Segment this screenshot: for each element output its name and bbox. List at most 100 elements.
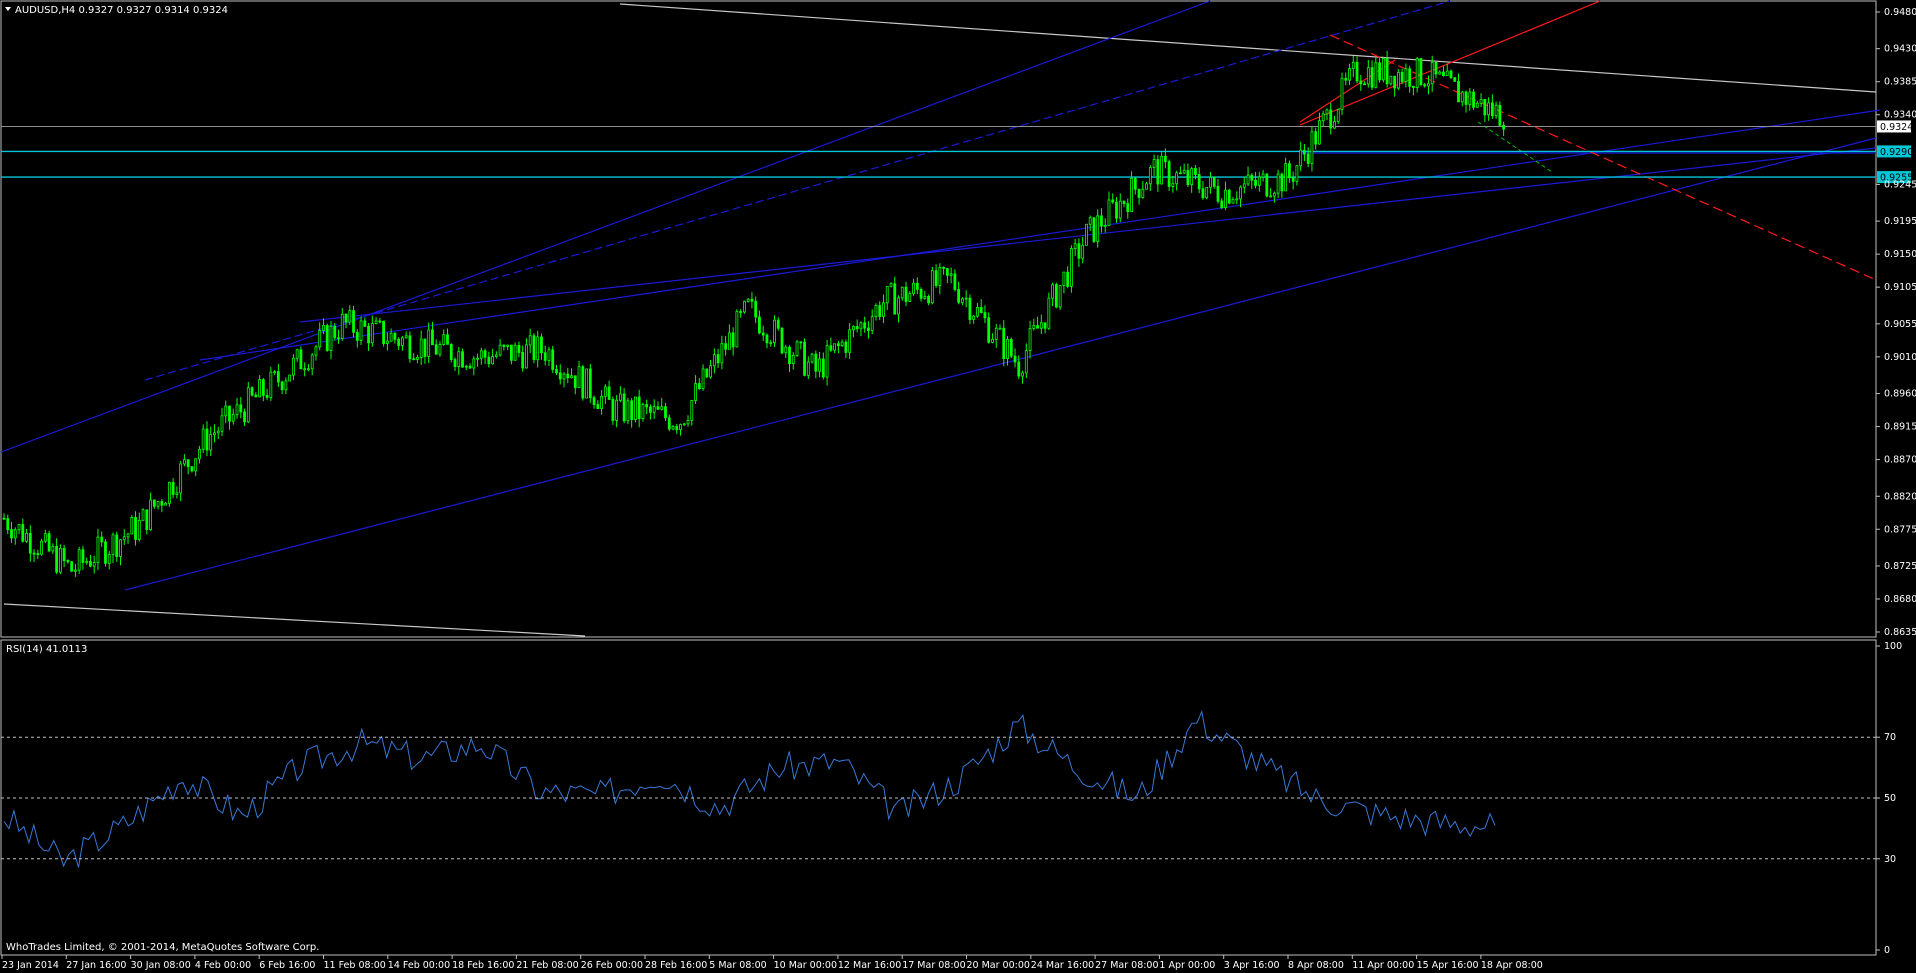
- candle: [412, 353, 416, 361]
- candle: [21, 518, 25, 543]
- candle-body: [509, 344, 513, 361]
- candle-body: [378, 320, 382, 323]
- candle: [254, 392, 258, 398]
- candle: [709, 360, 712, 379]
- candle: [258, 375, 261, 398]
- candle: [1472, 88, 1475, 110]
- candle: [1299, 141, 1303, 172]
- candle-body: [1024, 350, 1028, 374]
- candle: [382, 320, 386, 347]
- candle-body: [1423, 84, 1427, 87]
- candle-body: [900, 286, 904, 299]
- candle-body: [408, 335, 412, 360]
- trendline: [0, 0, 1211, 453]
- candle-body: [235, 404, 239, 415]
- candle: [1423, 82, 1427, 88]
- candle: [1434, 61, 1438, 79]
- candle: [1468, 88, 1472, 111]
- candle-body: [968, 297, 972, 320]
- candle: [243, 408, 246, 426]
- candle-body: [1325, 109, 1329, 115]
- price-tick-label: 0.8680: [1884, 594, 1916, 605]
- candle: [878, 301, 882, 321]
- candle: [96, 528, 100, 571]
- candle: [1212, 176, 1216, 189]
- candle: [573, 375, 577, 395]
- candle: [570, 368, 573, 379]
- candle: [461, 348, 464, 368]
- candle: [1092, 217, 1096, 244]
- candle-body: [1058, 284, 1062, 308]
- candle-body: [1265, 173, 1269, 197]
- candle-body: [540, 336, 543, 354]
- candle: [758, 310, 761, 335]
- candle: [799, 341, 803, 350]
- candle-body: [1502, 125, 1506, 130]
- candle: [47, 530, 51, 553]
- candle: [776, 317, 780, 331]
- candle: [85, 557, 89, 565]
- candle: [276, 363, 280, 388]
- candle: [870, 309, 874, 335]
- candle: [558, 364, 562, 385]
- candle: [712, 348, 716, 374]
- candle-body: [675, 426, 679, 430]
- time-tick-label: 10 Mar 00:00: [774, 960, 837, 971]
- candle-body: [1145, 183, 1148, 190]
- candle-body: [1321, 113, 1325, 122]
- candle-body: [923, 296, 927, 299]
- candle-body: [836, 343, 840, 347]
- candle: [66, 559, 70, 564]
- candle: [74, 564, 77, 577]
- candle-body: [70, 561, 74, 572]
- candle-body: [788, 346, 791, 365]
- candle-body: [472, 358, 476, 369]
- candle: [58, 544, 62, 575]
- candle-body: [438, 343, 442, 355]
- price-pane[interactable]: [0, 0, 1877, 638]
- candle-body: [1396, 71, 1400, 89]
- candle: [337, 329, 340, 344]
- candle: [370, 315, 374, 347]
- candle: [1088, 215, 1092, 231]
- candle-body: [1453, 77, 1457, 82]
- candle-body: [1378, 62, 1381, 81]
- candle: [1043, 322, 1047, 334]
- price-tick-label: 0.9055: [1884, 319, 1916, 330]
- candle: [423, 338, 427, 364]
- candle-body: [979, 307, 983, 313]
- candle-body: [1227, 189, 1231, 204]
- candle-body: [1415, 58, 1419, 88]
- candle-body: [416, 357, 419, 360]
- candle: [1182, 163, 1186, 175]
- candle: [994, 323, 998, 348]
- candle: [416, 354, 419, 364]
- candle: [77, 546, 81, 574]
- candle-body: [585, 368, 588, 399]
- candle-body: [852, 326, 855, 331]
- candle-body: [607, 386, 611, 400]
- candle-body: [863, 322, 867, 329]
- candle: [585, 368, 588, 399]
- candle-body: [506, 344, 510, 347]
- candle: [32, 549, 36, 563]
- candle: [686, 415, 690, 427]
- candle-body: [1314, 131, 1318, 145]
- candle-body: [705, 368, 709, 378]
- candle: [284, 377, 288, 395]
- candle-body: [600, 395, 603, 410]
- candle-body: [1212, 176, 1216, 187]
- time-tick-label: 28 Feb 16:00: [645, 960, 707, 971]
- candle: [1404, 63, 1408, 88]
- candle-body: [337, 337, 340, 340]
- candle-body: [156, 501, 160, 507]
- candle: [1318, 112, 1321, 145]
- candle: [43, 529, 47, 544]
- candle: [273, 370, 277, 376]
- candle: [1494, 101, 1498, 119]
- triangle-down-icon[interactable]: [5, 7, 11, 11]
- candle-body: [239, 404, 243, 413]
- candle-body: [1088, 217, 1092, 225]
- candle: [1498, 101, 1502, 126]
